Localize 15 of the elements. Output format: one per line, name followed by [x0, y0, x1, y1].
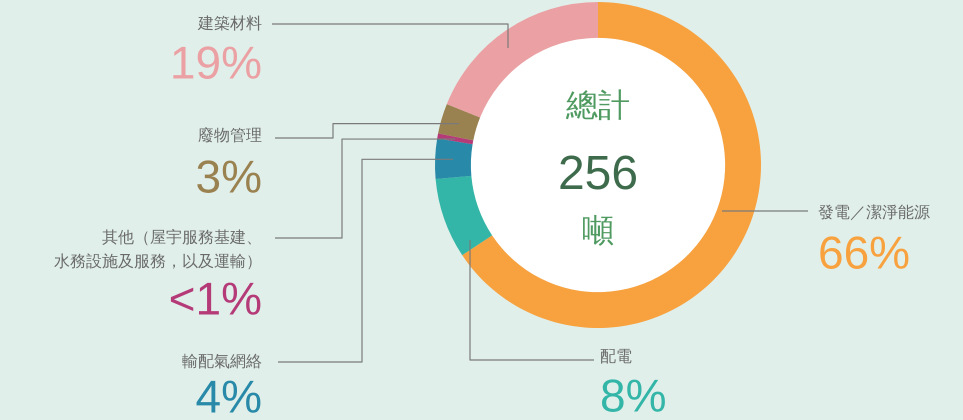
slice-label: 建築材料 [197, 14, 262, 32]
data-label: 3% [196, 150, 262, 203]
data-label: 19% [170, 36, 262, 89]
text: 256 [558, 147, 638, 200]
slice-label: 輸配氣網絡 [182, 353, 262, 370]
text: 噸 [582, 212, 614, 248]
slice-label: 廢物管理 [198, 126, 262, 144]
slice-label: 發電／潔淨能源 [818, 203, 930, 222]
slice-label: 其他（屋宇服務基建、水務設施及服務，以及運輸） [54, 228, 262, 270]
data-label: 66% [818, 226, 910, 279]
data-label: <1% [168, 272, 262, 325]
slice-label: 配電 [600, 348, 632, 366]
data-label: 4% [196, 370, 262, 420]
text: 總計 [565, 86, 630, 123]
data-label: 8% [600, 370, 666, 420]
